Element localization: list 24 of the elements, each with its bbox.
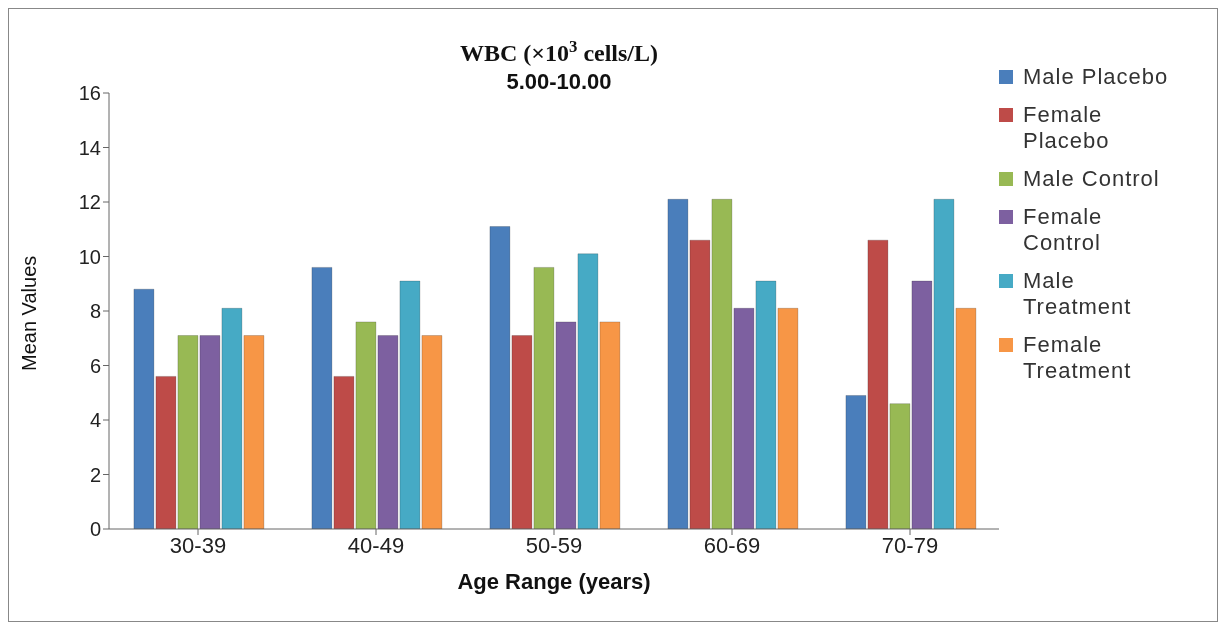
- legend-label: Male Treatment: [1023, 268, 1133, 320]
- chart-subtitle: 5.00-10.00: [506, 69, 612, 94]
- x-tick-label: 30-39: [169, 532, 227, 558]
- y-axis-title: Mean Values: [18, 255, 41, 371]
- x-tick-label: 60-69: [703, 532, 761, 558]
- y-tick-label: 2: [89, 463, 101, 486]
- x-axis-title: Age Range (years): [457, 569, 651, 594]
- x-tick-label: 70-79: [881, 532, 939, 558]
- y-tick-label: 14: [78, 136, 101, 159]
- legend-label: Male Control: [1023, 166, 1161, 192]
- y-tick-label: 12: [78, 191, 101, 214]
- legend-label: Female Placebo: [1023, 102, 1111, 154]
- y-tick-label: 8: [89, 300, 101, 323]
- y-tick-label: 10: [78, 245, 101, 268]
- chart-title: WBC (×10$^{3}$cells/L): [459, 36, 659, 66]
- x-tick-label: 40-49: [347, 532, 405, 558]
- y-tick-label: 4: [89, 409, 101, 432]
- y-tick-label: 6: [89, 354, 101, 377]
- y-tick-label: 0: [89, 518, 101, 541]
- x-tick-label: 50-59: [525, 532, 583, 558]
- y-tick-label: 16: [78, 82, 101, 105]
- legend-label: Female Treatment: [1023, 332, 1133, 384]
- legend-label: Male Placebo: [1023, 64, 1170, 90]
- legend-label: Female Control: [1023, 204, 1104, 256]
